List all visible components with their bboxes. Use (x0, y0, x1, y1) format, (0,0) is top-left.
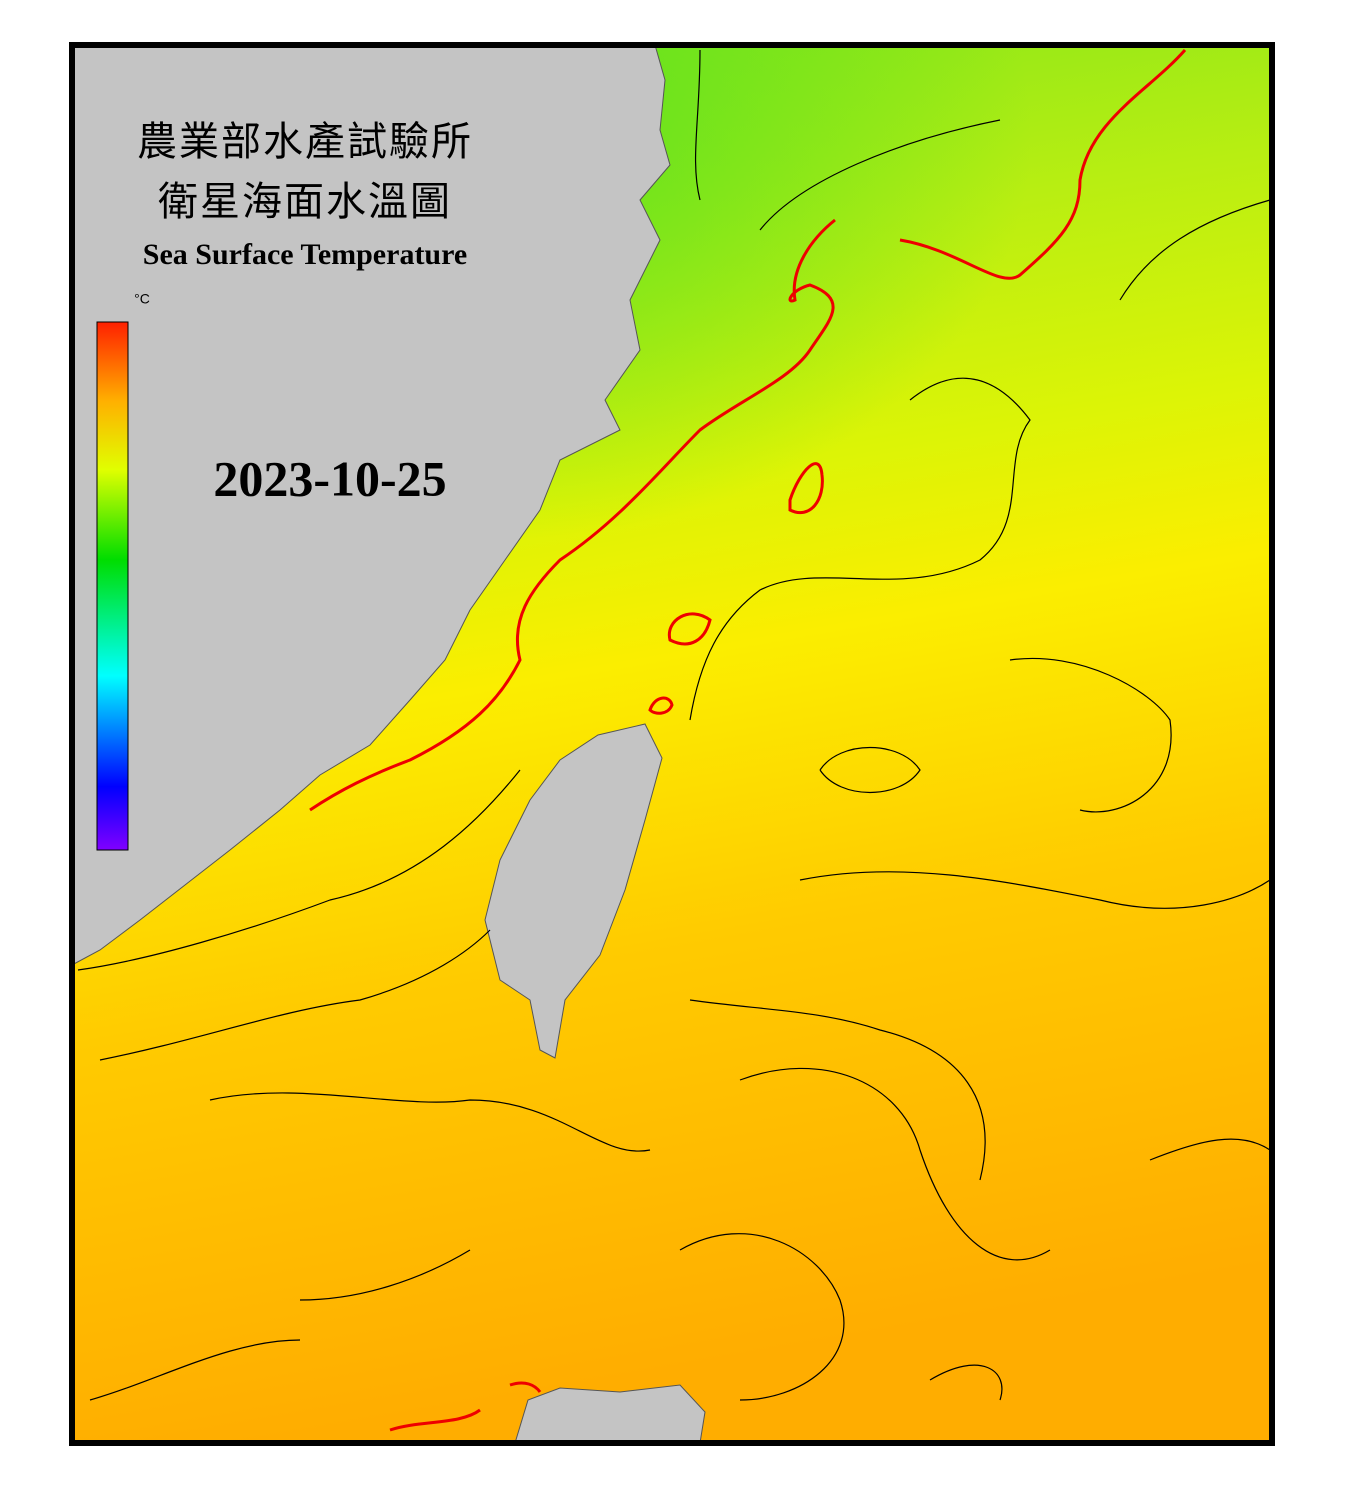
isotherm (77, 49, 1271, 1401)
date: 2023-10-25 (213, 450, 446, 506)
title-en: Sea Surface Temperature (143, 238, 467, 271)
title-zh: 衛星海面水溫圖 (158, 179, 452, 225)
colorbar (96, 321, 129, 851)
taiwan (484, 723, 663, 1059)
luzon (514, 1384, 706, 1443)
colorbar-unit: °C (134, 291, 150, 307)
map-frame (69, 42, 1275, 1446)
map-body (72, 45, 1272, 1443)
mainland (72, 45, 671, 966)
title-zh: 農業部水產試驗所 (137, 119, 473, 165)
isotherm-25 (309, 49, 1187, 1432)
